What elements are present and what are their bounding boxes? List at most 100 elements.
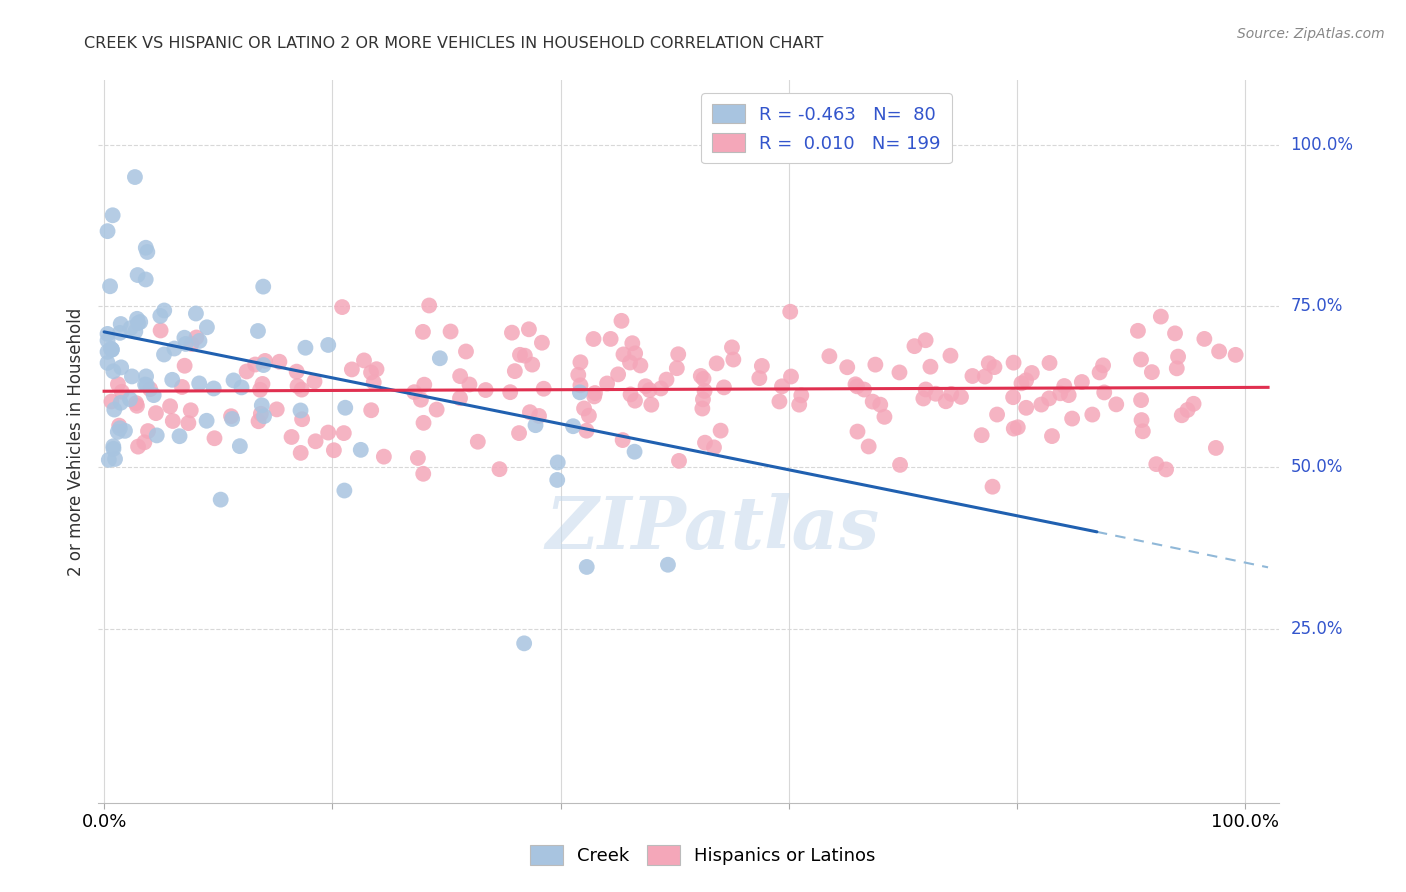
Point	[1208, 344, 1230, 359]
Point	[291, 412, 314, 426]
Point	[1007, 420, 1029, 434]
Point	[252, 376, 274, 391]
Point	[202, 381, 225, 395]
Point	[723, 352, 745, 367]
Point	[508, 426, 530, 441]
Point	[1194, 332, 1216, 346]
Point	[513, 349, 536, 363]
Point	[527, 409, 550, 423]
Point	[692, 401, 714, 416]
Point	[624, 346, 647, 360]
Point	[1057, 388, 1080, 402]
Point	[657, 558, 679, 572]
Point	[509, 348, 531, 362]
Point	[770, 379, 793, 393]
Point	[235, 364, 257, 378]
Point	[846, 425, 869, 439]
Point	[973, 369, 995, 384]
Point	[219, 409, 242, 424]
Point	[127, 268, 149, 282]
Point	[134, 435, 156, 450]
Point	[360, 366, 382, 380]
Point	[668, 454, 690, 468]
Point	[1038, 356, 1060, 370]
Point	[186, 330, 208, 344]
Point	[693, 384, 716, 398]
Point	[129, 315, 152, 329]
Point	[449, 391, 471, 405]
Point	[914, 383, 936, 397]
Point	[1144, 457, 1167, 471]
Point	[640, 398, 662, 412]
Point	[253, 409, 276, 424]
Point	[250, 398, 273, 412]
Point	[173, 359, 195, 373]
Point	[169, 429, 191, 443]
Point	[596, 376, 619, 391]
Point	[467, 434, 489, 449]
Point	[127, 316, 149, 330]
Point	[195, 414, 218, 428]
Point	[568, 385, 591, 400]
Point	[1164, 326, 1187, 341]
Point	[304, 375, 326, 389]
Point	[1130, 352, 1153, 367]
Point	[333, 426, 356, 441]
Point	[547, 455, 569, 469]
Point	[149, 323, 172, 337]
Point	[250, 407, 273, 421]
Point	[612, 347, 634, 361]
Point	[170, 380, 193, 394]
Point	[246, 324, 269, 338]
Point	[583, 386, 606, 401]
Point	[280, 430, 302, 444]
Point	[110, 396, 132, 410]
Point	[634, 379, 657, 393]
Point	[650, 381, 672, 395]
Point	[623, 444, 645, 458]
Point	[624, 393, 647, 408]
Point	[249, 383, 271, 397]
Point	[406, 450, 429, 465]
Point	[818, 349, 841, 363]
Text: Source: ZipAtlas.com: Source: ZipAtlas.com	[1237, 27, 1385, 41]
Point	[889, 458, 911, 472]
Point	[1002, 421, 1025, 435]
Point	[110, 360, 132, 375]
Point	[180, 403, 202, 417]
Point	[373, 450, 395, 464]
Point	[125, 399, 148, 413]
Point	[290, 446, 312, 460]
Point	[1092, 359, 1115, 373]
Point	[517, 322, 540, 336]
Point	[706, 356, 728, 370]
Point	[162, 373, 184, 387]
Point	[304, 434, 326, 449]
Point	[104, 452, 127, 467]
Point	[136, 424, 159, 438]
Point	[135, 272, 157, 286]
Point	[889, 366, 911, 380]
Point	[983, 360, 1005, 375]
Point	[912, 392, 935, 406]
Point	[846, 379, 869, 393]
Point	[266, 402, 288, 417]
Point	[439, 325, 461, 339]
Point	[519, 405, 541, 419]
Point	[195, 320, 218, 334]
Point	[159, 399, 181, 413]
Point	[221, 412, 243, 426]
Point	[449, 369, 471, 384]
Point	[981, 480, 1004, 494]
Point	[413, 377, 436, 392]
Point	[844, 377, 866, 392]
Point	[1154, 462, 1177, 476]
Point	[426, 402, 449, 417]
Point	[1092, 385, 1115, 400]
Point	[107, 425, 129, 439]
Point	[703, 441, 725, 455]
Point	[333, 483, 356, 498]
Point	[569, 355, 592, 369]
Text: 50.0%: 50.0%	[1291, 458, 1343, 476]
Point	[949, 390, 972, 404]
